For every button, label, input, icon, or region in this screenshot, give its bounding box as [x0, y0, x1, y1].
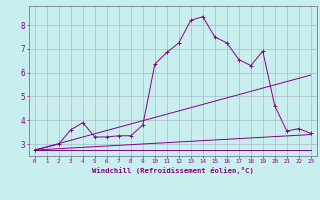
X-axis label: Windchill (Refroidissement éolien,°C): Windchill (Refroidissement éolien,°C) [92, 167, 254, 174]
